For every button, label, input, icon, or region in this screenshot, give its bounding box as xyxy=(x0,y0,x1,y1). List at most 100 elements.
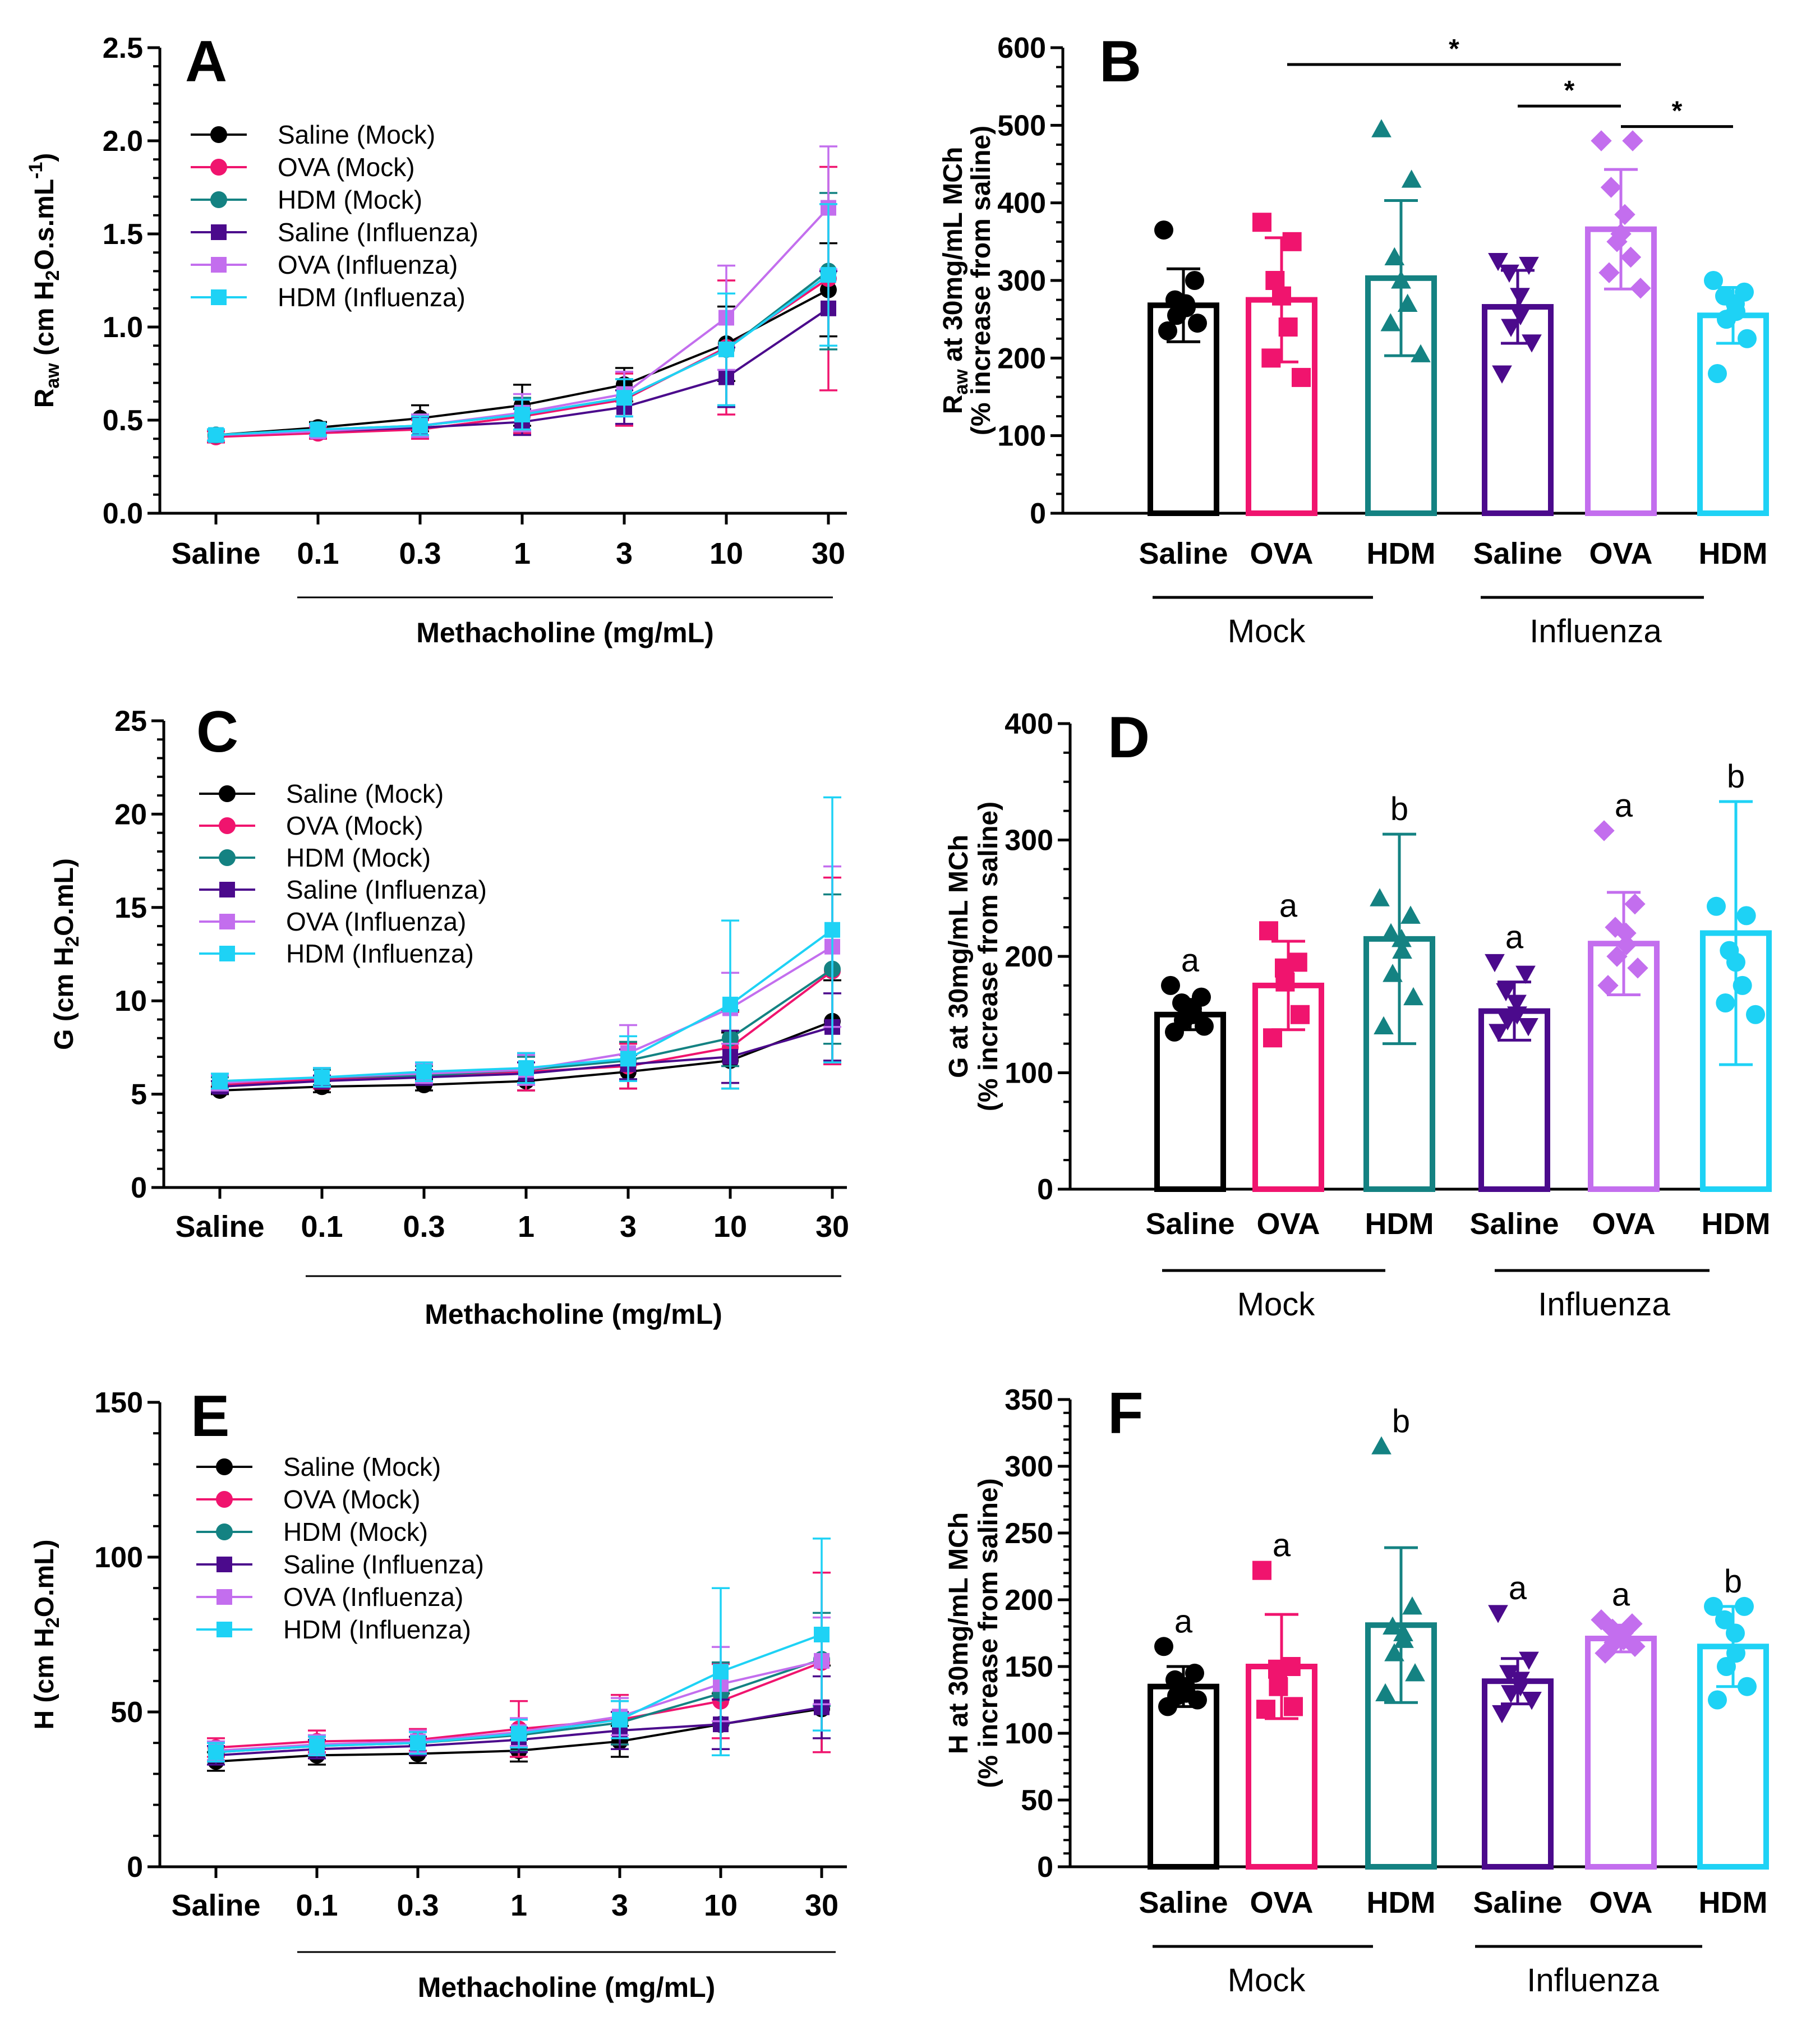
data-point xyxy=(309,1738,325,1754)
data-point xyxy=(1501,1685,1521,1704)
x-axis-label: Methacholine (mg/mL) xyxy=(425,1299,722,1330)
y-tick-label: 200 xyxy=(1005,941,1053,973)
significance-letter: b xyxy=(1390,791,1408,827)
legend-marker xyxy=(219,946,235,961)
y-tick-label: 300 xyxy=(997,265,1046,297)
data-point xyxy=(1736,906,1756,926)
panel-a: A 0.0 0.5 1.0 1.5 2.0 2.5 Saline 0.1 0.3 1 3 10 30 Met… xyxy=(25,29,847,648)
x-tick-label: Saline xyxy=(171,537,260,570)
legend-label: Saline (Mock) xyxy=(278,120,435,149)
y-tick-label: 2.5 xyxy=(103,32,143,65)
data-point xyxy=(1598,262,1620,283)
y-axis-label: G (cm H2O.mL) xyxy=(49,858,83,1050)
legend-marker xyxy=(211,289,227,305)
data-point xyxy=(1374,1016,1394,1034)
data-point xyxy=(1403,987,1423,1006)
bar-group xyxy=(1365,1436,1437,1870)
bar-group xyxy=(1246,1561,1317,1870)
data-point xyxy=(1498,1012,1518,1030)
data-point xyxy=(514,407,530,423)
data-point xyxy=(1726,1623,1745,1643)
data-point xyxy=(212,1073,228,1089)
data-point xyxy=(1726,1644,1745,1663)
x-tick-label: 10 xyxy=(704,1889,738,1922)
legend-marker xyxy=(219,914,235,929)
data-point xyxy=(1510,1678,1531,1697)
x-tick-label: HDM xyxy=(1699,537,1768,570)
y-tick-label: 100 xyxy=(1005,1718,1053,1750)
y-tick-label: 400 xyxy=(1005,708,1053,740)
data-point xyxy=(1717,310,1736,329)
x-tick-label: 30 xyxy=(815,1210,849,1244)
x-tick-label: HDM xyxy=(1367,1886,1436,1919)
x-tick-label: 10 xyxy=(709,537,743,570)
significance-letter: b xyxy=(1724,1563,1742,1600)
panel-letter: D xyxy=(1108,705,1150,770)
data-point xyxy=(1522,334,1542,353)
x-tick-label: Saline xyxy=(1139,537,1228,570)
data-point xyxy=(1195,1016,1214,1036)
data-point xyxy=(1154,1637,1173,1656)
data-point xyxy=(1717,1657,1736,1676)
x-tick-label: OVA xyxy=(1592,1207,1655,1241)
panel-b: B 0 100 200 300 400 500 600 Raw at 30mg/mL MCh(%… xyxy=(938,29,1769,650)
data-point xyxy=(1597,975,1619,996)
x-tick-label: Saline xyxy=(175,1210,264,1244)
y-tick-label: 250 xyxy=(1005,1517,1053,1550)
significance-star: * xyxy=(1449,34,1459,64)
data-point xyxy=(1606,946,1628,967)
legend-marker xyxy=(219,849,236,866)
x-tick-label: 3 xyxy=(611,1889,628,1922)
x-tick-label: 0.3 xyxy=(403,1210,445,1244)
data-point xyxy=(1510,307,1531,326)
data-point xyxy=(1485,954,1505,973)
legend-label: OVA (Mock) xyxy=(286,811,423,840)
data-point xyxy=(1397,293,1418,312)
bar-group xyxy=(1585,1609,1657,1870)
data-point xyxy=(1383,964,1403,982)
data-point xyxy=(1284,1697,1303,1716)
bar-group xyxy=(1585,130,1657,516)
y-tick-label: 300 xyxy=(1005,1451,1053,1483)
data-point xyxy=(1708,364,1727,383)
data-point xyxy=(1733,975,1752,995)
y-tick-label: 0.0 xyxy=(103,498,143,530)
bar-group xyxy=(1154,975,1226,1192)
legend-marker xyxy=(219,785,236,802)
panel-e: E 0 50 100 150 Saline 0.1 0.3 1 3 10 30 Methacholine… xyxy=(30,1384,847,2003)
significance-letter: a xyxy=(1505,919,1524,955)
x-tick-label: Saline xyxy=(1473,537,1562,570)
x-tick-label: HDM xyxy=(1367,537,1436,570)
x-axis-label: Methacholine (mg/mL) xyxy=(416,617,714,648)
data-point xyxy=(1624,1636,1646,1657)
panel-letter: B xyxy=(1099,29,1141,94)
data-point xyxy=(1492,1705,1512,1724)
y-axis-label: H at 30mg/mL MCh xyxy=(944,1512,974,1754)
y-axis-label-line2: (% increase from saline) xyxy=(974,1478,1003,1788)
panel-letter: A xyxy=(185,29,227,94)
data-point xyxy=(1615,922,1637,944)
y-tick-label: 350 xyxy=(1005,1384,1053,1416)
y-tick-label: 2.0 xyxy=(103,125,143,158)
y-tick-label: 0 xyxy=(131,1172,147,1204)
data-point xyxy=(1610,223,1632,245)
bar xyxy=(1148,1683,1219,1870)
y-axis-label-line2: (% increase from saline) xyxy=(974,802,1003,1111)
bar-group xyxy=(1252,921,1324,1192)
data-point xyxy=(1256,1700,1275,1719)
data-point xyxy=(1620,246,1642,268)
x-tick-label: 3 xyxy=(620,1210,637,1244)
x-tick-label: 0.3 xyxy=(397,1889,439,1922)
x-tick-label: Saline xyxy=(1469,1207,1559,1241)
bar-group xyxy=(1478,954,1550,1193)
data-point xyxy=(1405,1663,1425,1682)
y-tick-label: 100 xyxy=(1005,1057,1053,1090)
data-point xyxy=(1506,995,1527,1013)
legend-label: OVA (Mock) xyxy=(283,1485,421,1514)
group-label-mock: Mock xyxy=(1228,613,1306,650)
data-point xyxy=(1380,313,1401,332)
data-point xyxy=(1593,820,1615,841)
series-hdm-influenza xyxy=(211,796,841,1090)
data-point xyxy=(1185,1663,1204,1683)
